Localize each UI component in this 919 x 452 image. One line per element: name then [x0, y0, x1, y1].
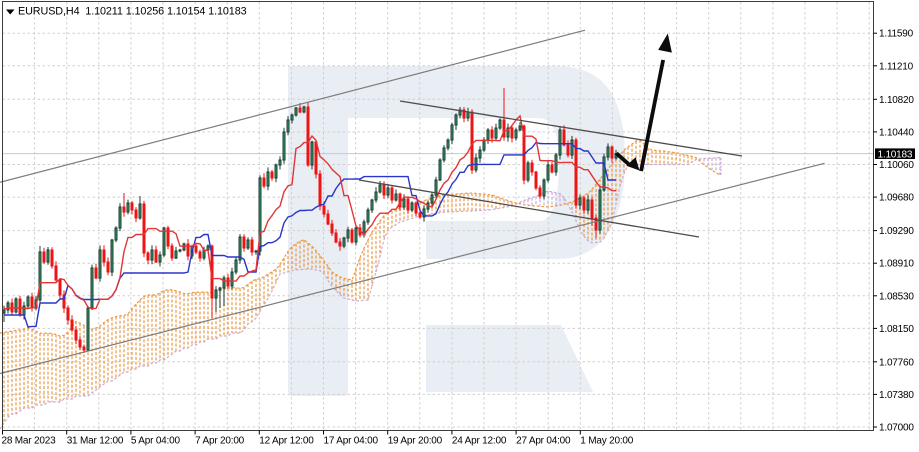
svg-text:1.07760: 1.07760	[879, 357, 914, 368]
svg-text:1.09680: 1.09680	[879, 193, 914, 204]
svg-text:EURUSD,H4 1.10211 1.10256 1.1: EURUSD,H4 1.10211 1.10256 1.10154 1.1018…	[18, 6, 247, 18]
svg-text:1.08910: 1.08910	[879, 259, 914, 270]
svg-text:1.11210: 1.11210	[879, 61, 914, 72]
svg-text:5 Apr 04:00: 5 Apr 04:00	[131, 436, 181, 447]
svg-text:12 Apr 12:00: 12 Apr 12:00	[259, 436, 314, 447]
svg-text:27 Apr 04:00: 27 Apr 04:00	[516, 436, 571, 447]
svg-text:17 Apr 04:00: 17 Apr 04:00	[324, 436, 379, 447]
svg-text:19 Apr 20:00: 19 Apr 20:00	[388, 436, 443, 447]
svg-text:1.10820: 1.10820	[879, 95, 914, 106]
svg-text:1.07380: 1.07380	[879, 390, 914, 401]
svg-text:28 Mar 2023: 28 Mar 2023	[2, 436, 57, 447]
svg-text:31 Mar 12:00: 31 Mar 12:00	[67, 436, 124, 447]
svg-text:24 Apr 12:00: 24 Apr 12:00	[452, 436, 507, 447]
svg-text:1.09290: 1.09290	[879, 226, 914, 237]
svg-text:1 May 20:00: 1 May 20:00	[580, 436, 633, 447]
svg-text:1.08530: 1.08530	[879, 291, 914, 302]
svg-text:1.07000: 1.07000	[879, 423, 914, 434]
svg-text:1.10060: 1.10060	[879, 160, 914, 171]
svg-text:1.10183: 1.10183	[878, 149, 913, 160]
svg-text:1.08150: 1.08150	[879, 324, 914, 335]
svg-text:7 Apr 20:00: 7 Apr 20:00	[195, 436, 245, 447]
svg-text:1.10440: 1.10440	[879, 127, 914, 138]
svg-text:1.11590: 1.11590	[879, 29, 914, 40]
